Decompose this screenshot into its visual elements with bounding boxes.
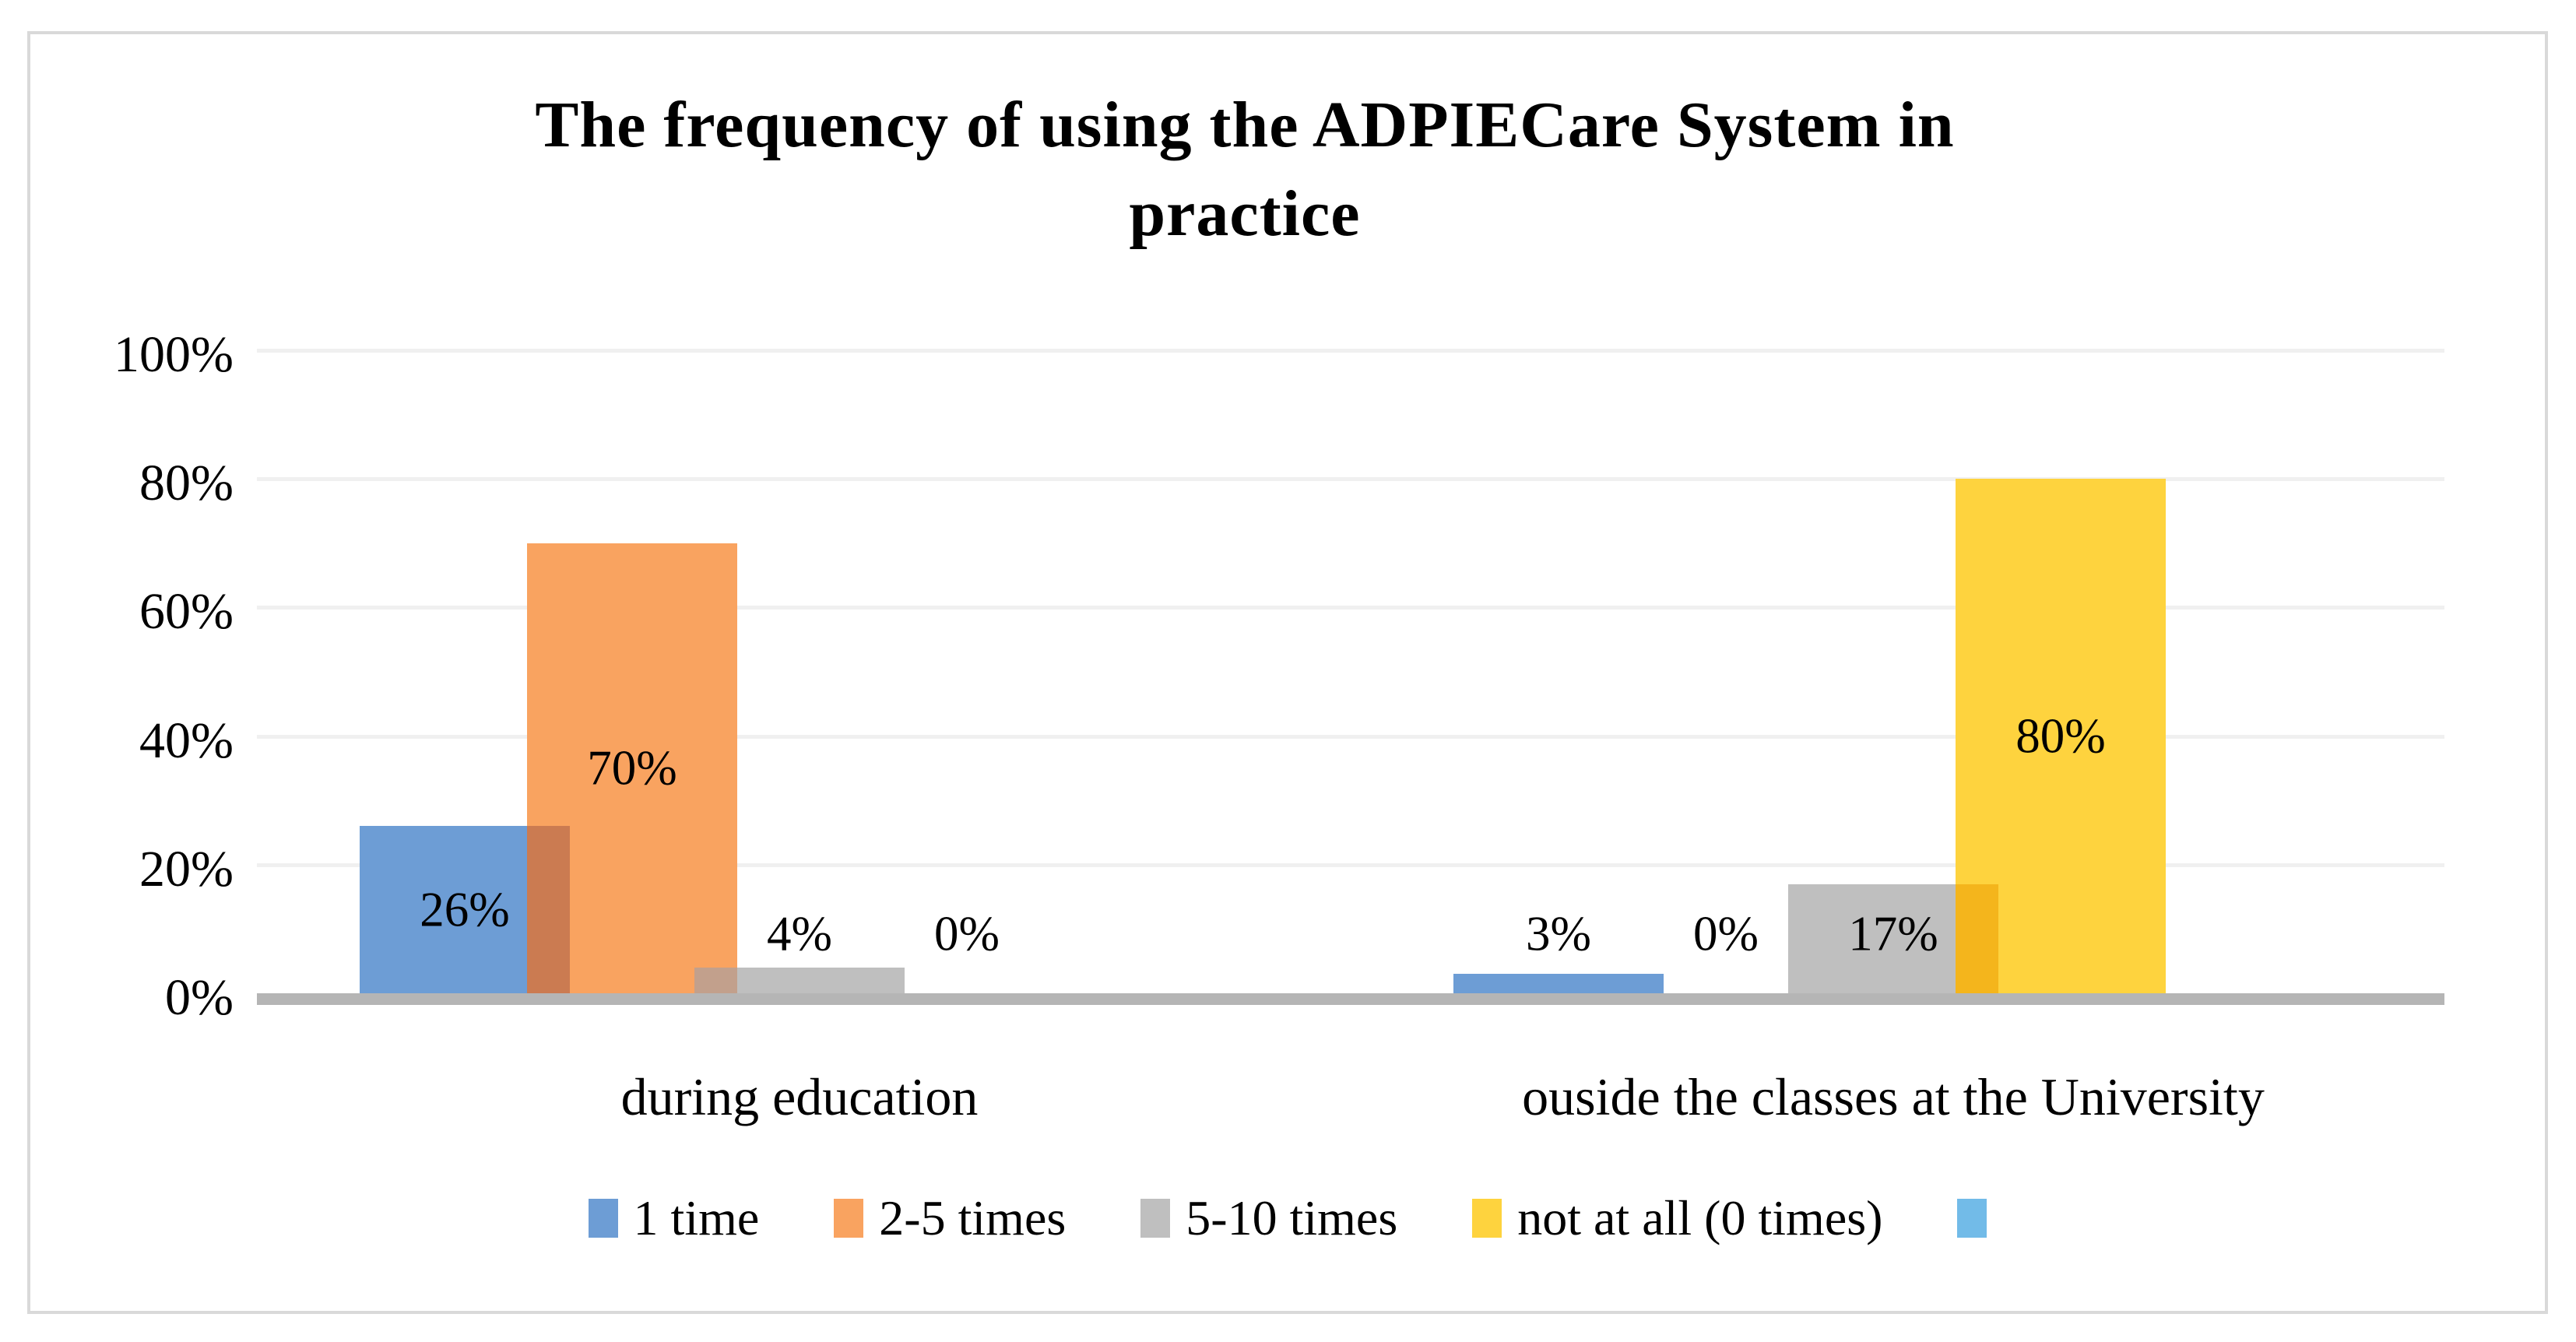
y-axis-tick-0: 0% (165, 969, 234, 1026)
y-axis-tick-20: 20% (139, 840, 234, 898)
legend-item-2-5-times: 2-5 times (834, 1189, 1066, 1247)
chart-title-line-2: practice (1129, 177, 1361, 250)
legend-label-5-10-times: 5-10 times (1186, 1190, 1398, 1245)
data-label-not-at-all-0-times-ouside-the-classes-at-the-university: 80% (2015, 708, 2106, 764)
gridline-40 (257, 734, 2444, 739)
legend-label-2-5-times: 2-5 times (879, 1190, 1067, 1245)
legend-label-not-at-all-0-times: not at all (0 times) (1517, 1190, 1883, 1245)
data-label-2-5-times-during-education: 70% (587, 740, 677, 796)
chart-title-line-1: The frequency of using the ADPIECare Sys… (535, 89, 1955, 161)
x-axis-line (257, 993, 2444, 1005)
data-label-5-10-times-during-education: 4% (767, 906, 832, 961)
bar-overlap-0-1-during-education (527, 826, 570, 993)
bar-overlap-2-3-ouside-the-classes-at-the-university (1956, 884, 1998, 993)
bar-1-time-ouside-the-classes-at-the-university (1453, 974, 1664, 993)
legend-item-5-10-times: 5-10 times (1140, 1189, 1397, 1247)
gridline-60 (257, 606, 2444, 610)
legend-swatch-5-10-times (1140, 1199, 1171, 1238)
category-label-during-education: during education (620, 1067, 979, 1126)
gridline-20 (257, 862, 2444, 867)
legend: 1 time 2-5 times 5-10 times not at all (0 t… (27, 1189, 2548, 1247)
y-axis-tick-100: 100% (114, 326, 234, 383)
legend-swatch-1-time (588, 1199, 618, 1238)
y-axis-tick-40: 40% (139, 711, 234, 769)
data-label-2-5-times-ouside-the-classes-at-the-university: 0% (1693, 906, 1759, 961)
legend-label-1-time: 1 time (633, 1190, 760, 1245)
legend-item-1-time: 1 time (588, 1189, 760, 1247)
legend-swatch-not-at-all-0-times (1472, 1199, 1502, 1238)
data-label-1-time-ouside-the-classes-at-the-university: 3% (1526, 906, 1591, 961)
bar-overlap-1-2-during-education (694, 967, 737, 993)
data-label-not-at-all-0-times-during-education: 0% (934, 906, 1000, 961)
category-label-ouside-the-classes-at-the-university: ouside the classes at the University (1522, 1067, 2265, 1126)
legend-item-blank (1957, 1199, 1987, 1238)
legend-item-not-at-all-0-times: not at all (0 times) (1472, 1189, 1882, 1247)
y-axis-tick-60: 60% (139, 583, 234, 641)
legend-swatch-blank (1957, 1199, 1987, 1238)
gridline-80 (257, 477, 2444, 482)
legend-swatch-2-5-times (834, 1199, 864, 1238)
data-label-1-time-during-education: 26% (420, 882, 510, 937)
gridline-100 (257, 349, 2444, 353)
data-label-5-10-times-ouside-the-classes-at-the-university: 17% (1848, 906, 1938, 961)
y-axis-tick-80: 80% (139, 455, 234, 512)
chart-title: The frequency of using the ADPIECare Sys… (350, 81, 2140, 258)
